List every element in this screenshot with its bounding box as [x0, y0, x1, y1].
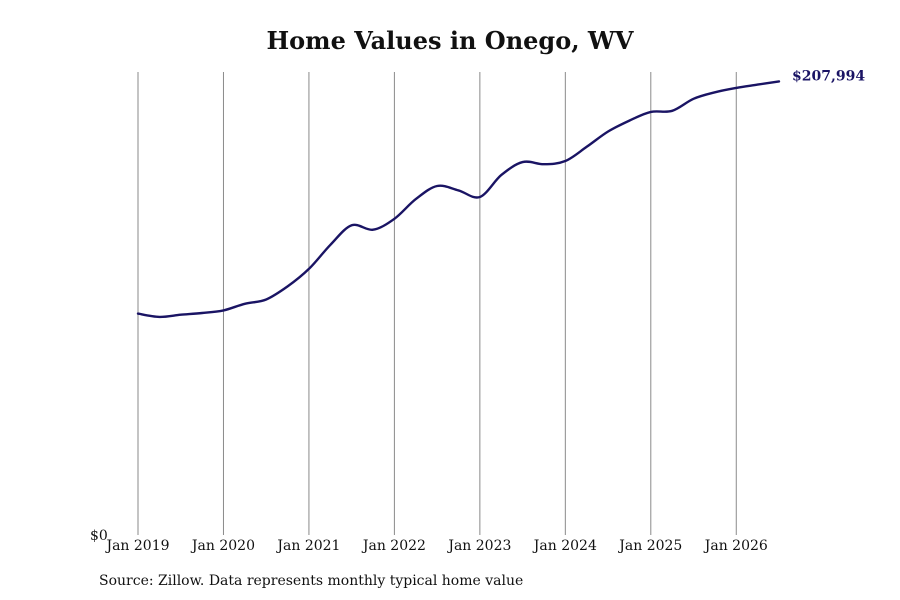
x-tick-label: Jan 2023 — [446, 538, 511, 554]
x-tick-label: Jan 2026 — [703, 538, 768, 554]
x-tick-label: Jan 2022 — [361, 538, 426, 554]
x-tick-label: Jan 2020 — [190, 538, 255, 554]
source-note: Source: Zillow. Data represents monthly … — [99, 573, 524, 589]
x-tick-label: Jan 2019 — [104, 538, 169, 554]
axis-labels: Jan 2019 Jan 2020 Jan 2021 Jan 2022 Jan 2023… — [90, 68, 865, 554]
home-value-line — [136, 80, 781, 319]
y-tick-label: $0 — [90, 528, 108, 544]
end-value-label: $207,994 — [792, 68, 865, 84]
x-tick-label: Jan 2025 — [617, 538, 682, 554]
x-tick-label: Jan 2024 — [532, 538, 597, 554]
gridlines — [137, 72, 737, 535]
series-group — [136, 80, 781, 319]
x-tick-label: Jan 2021 — [275, 538, 340, 554]
chart-title: Home Values in Onego, WV — [266, 26, 634, 55]
